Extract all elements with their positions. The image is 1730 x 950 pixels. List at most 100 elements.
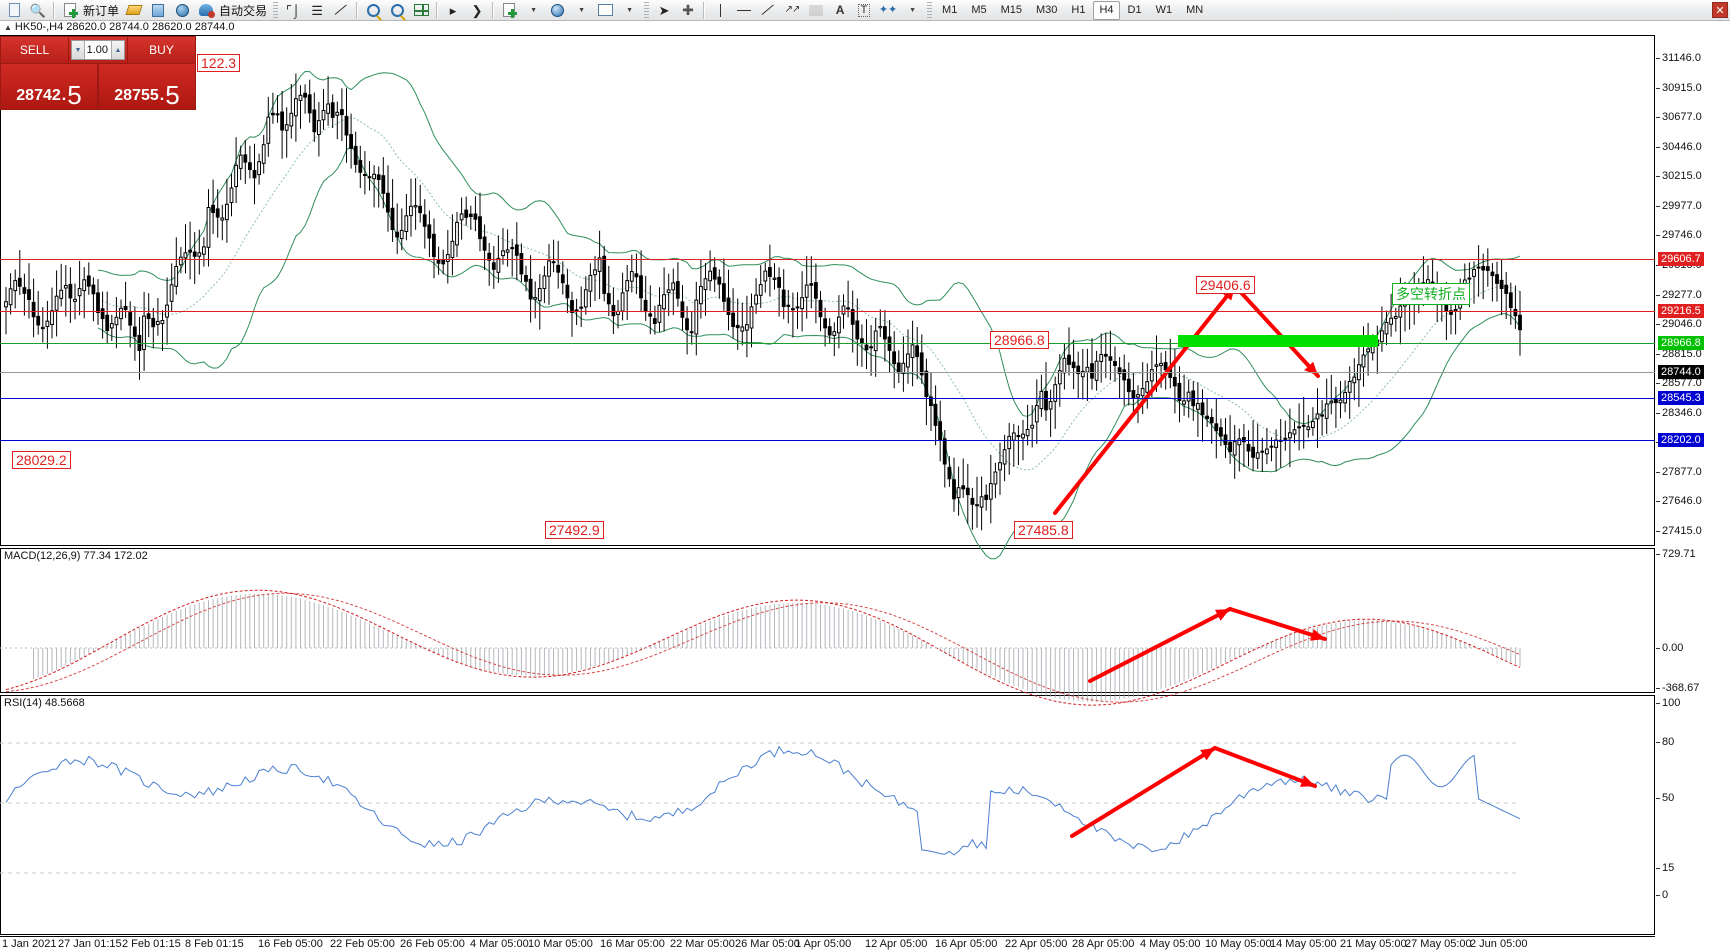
trendline-icon[interactable] <box>757 1 779 20</box>
time-label-12: 1 Apr 05:00 <box>795 938 852 950</box>
annot-28029-2[interactable]: 28029.2 <box>12 451 71 469</box>
annot-29406-6[interactable]: 29406.6 <box>1196 276 1255 294</box>
buy-button[interactable]: BUY <box>127 36 196 64</box>
auto-trading-icon[interactable] <box>195 1 217 20</box>
channel-icon[interactable] <box>805 1 827 20</box>
annot-turning-point[interactable]: 多空转折点 <box>1392 283 1470 305</box>
timeframe-m5[interactable]: M5 <box>971 3 987 16</box>
sell-price-decimal: 5 <box>67 80 82 110</box>
text-box-icon[interactable]: T <box>853 1 875 20</box>
text-label-icon[interactable]: A <box>835 3 845 17</box>
time-label-22: 2 Jun 05:00 <box>1470 938 1528 950</box>
chart-window[interactable]: ▲ HK50-,H4 28620.0 28744.0 28620.0 28744.… <box>0 21 1730 950</box>
buy-price-decimal: 5 <box>165 80 180 110</box>
rsi-pane-label: RSI(14) 48.5668 <box>4 697 85 709</box>
sell-button[interactable]: SELL <box>0 36 69 64</box>
toolbar-separator <box>53 1 55 19</box>
gold-icon[interactable] <box>123 1 145 20</box>
trade-panel-price-row[interactable]: 28742. 5 28755. 5 <box>0 64 196 110</box>
main-toolbar[interactable]: 🔍 新订单 自动交易 ⌜⌡ ☰ ▸ ❯ ▼ ▼ ▼ ➤ ✚ ↗↗ A T ✦✦ … <box>0 0 1730 21</box>
volume-field-wrap[interactable]: ▼ 1.00 ▲ <box>69 36 127 64</box>
trade-panel-top-row[interactable]: SELL ▼ 1.00 ▲ BUY <box>0 36 196 64</box>
buy-price-dot: . <box>159 87 165 104</box>
rsi-pane[interactable] <box>0 695 1655 935</box>
auto-trading-label[interactable]: 自动交易 <box>219 3 268 18</box>
templates-icon[interactable] <box>594 1 616 20</box>
cursor-icon[interactable]: ➤ <box>658 2 670 18</box>
chart-shift-icon[interactable]: ❯ <box>471 2 483 18</box>
price-tick-29277-0: 29277.0 <box>1656 288 1702 301</box>
price-tick-28815-0: 28815.0 <box>1656 347 1702 360</box>
rsi-scale[interactable]: 100 80 50 15 0 <box>1655 695 1730 935</box>
annot-27485-8[interactable]: 27485.8 <box>1014 521 1073 539</box>
terminal-icon[interactable] <box>3 1 25 20</box>
new-order-label[interactable]: 新订单 <box>83 3 120 18</box>
toolbar-separator-4 <box>492 1 495 19</box>
rsi-tick-15: 15 <box>1655 862 1675 874</box>
macd-pane[interactable] <box>0 548 1655 693</box>
price-tick-28577-0: 28577.0 <box>1656 377 1702 390</box>
timeframe-m15[interactable]: M15 <box>1000 3 1022 16</box>
navigator-icon[interactable] <box>171 1 193 20</box>
level-badge-28545: 28545.3 <box>1658 391 1704 405</box>
chevron-down-icon-4[interactable]: ▼ <box>909 6 916 14</box>
volume-increment-button[interactable]: ▲ <box>111 41 124 59</box>
timeframe-mn[interactable]: MN <box>1186 3 1204 16</box>
price-tick-30677-0: 30677.0 <box>1656 111 1702 124</box>
fibonacci-icon[interactable]: ↗↗ <box>784 4 801 15</box>
horizontal-line-icon[interactable] <box>733 1 755 20</box>
chevron-down-icon-2[interactable]: ▼ <box>578 6 585 14</box>
vertical-line-icon[interactable] <box>709 1 731 20</box>
rsi-tick-50: 50 <box>1655 792 1675 804</box>
auto-scroll-icon[interactable]: ▸ <box>449 2 457 18</box>
time-label-10: 22 Mar 05:00 <box>670 938 735 950</box>
annot-27492-9[interactable]: 27492.9 <box>545 521 604 539</box>
price-scale[interactable]: 31146.0 30915.0 30677.0 30446.0 30215.0 29977… <box>1656 35 1730 546</box>
timeframe-m1[interactable]: M1 <box>942 3 958 16</box>
bar-chart-icon[interactable]: ⌜⌡ <box>286 2 300 18</box>
line-chart-icon[interactable] <box>330 1 352 20</box>
timeframe-w1[interactable]: W1 <box>1155 3 1173 16</box>
toolbar-grip-2[interactable] <box>644 1 650 19</box>
period-clock-icon[interactable] <box>546 1 568 20</box>
timeframe-d1[interactable]: D1 <box>1127 3 1142 16</box>
zoom-in-icon[interactable] <box>362 1 384 20</box>
market-watch-icon[interactable]: 🔍 <box>29 2 47 18</box>
macd-scale[interactable]: 729.71 0.00 -368.67 <box>1655 548 1730 694</box>
collapse-triangle-icon[interactable]: ▲ <box>4 23 12 32</box>
zoom-out-icon[interactable] <box>386 1 408 20</box>
close-icon[interactable]: ✕ <box>1712 2 1728 18</box>
time-label-19: 14 May 05:00 <box>1270 938 1337 950</box>
buy-price[interactable]: 28755. 5 <box>98 64 196 110</box>
grid-icon[interactable] <box>410 1 432 20</box>
timeframe-group[interactable]: M1 M5 M15 M30 H1 H4 D1 W1 MN <box>935 0 1210 20</box>
time-scale[interactable]: 1 Jan 2021 27 Jan 01:15 2 Feb 01:15 8 Feb 0… <box>0 936 1655 950</box>
rsi-tick-80: 80 <box>1655 736 1675 748</box>
level-badge-28744: 28744.0 <box>1658 365 1704 379</box>
price-tick-28346-0: 28346.0 <box>1656 406 1702 419</box>
time-label-4: 16 Feb 05:00 <box>258 938 323 950</box>
toolbar-grip[interactable] <box>273 1 279 19</box>
data-window-icon[interactable] <box>147 1 169 20</box>
volume-decrement-button[interactable]: ▼ <box>72 41 85 59</box>
new-order-icon[interactable] <box>59 1 81 20</box>
timeframe-h1[interactable]: H1 <box>1071 3 1086 16</box>
candlestick-chart-icon[interactable]: ☰ <box>311 2 323 18</box>
one-click-trading-panel[interactable]: SELL ▼ 1.00 ▲ BUY 28742. 5 28755. 5 <box>0 36 196 110</box>
toolbar-separator-2 <box>356 1 359 19</box>
crosshair-icon[interactable]: ✚ <box>682 2 694 18</box>
volume-input[interactable]: 1.00 <box>86 44 108 56</box>
chevron-down-icon-3[interactable]: ▼ <box>626 6 633 14</box>
add-indicator-icon[interactable] <box>498 1 520 20</box>
annot-122-3[interactable]: 122.3 <box>197 54 241 72</box>
time-label-15: 22 Apr 05:00 <box>1005 938 1068 950</box>
macd-tick-1: 0.00 <box>1655 642 1684 654</box>
sell-price[interactable]: 28742. 5 <box>0 64 98 110</box>
chevron-down-icon-1[interactable]: ▼ <box>530 6 537 14</box>
shapes-icon[interactable]: ✦✦ <box>878 3 898 16</box>
timeframe-h4[interactable]: H4 <box>1093 0 1120 20</box>
time-label-16: 28 Apr 05:00 <box>1072 938 1135 950</box>
toolbar-grip-3[interactable] <box>927 1 933 19</box>
annot-28966-8[interactable]: 28966.8 <box>990 331 1049 349</box>
timeframe-m30[interactable]: M30 <box>1036 3 1058 16</box>
